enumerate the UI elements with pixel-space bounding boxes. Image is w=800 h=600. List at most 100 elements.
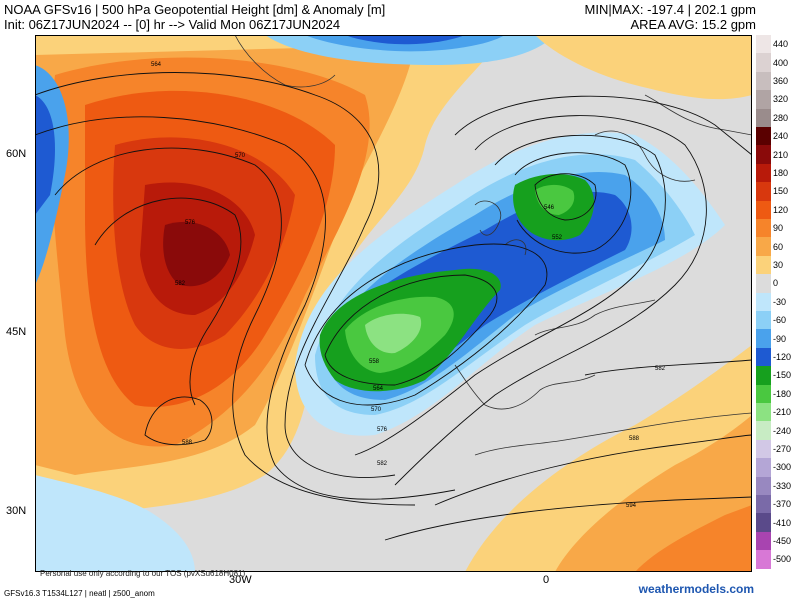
colorbar-label: 440	[773, 39, 789, 50]
lat-label: 45N	[6, 326, 27, 338]
contour-label: 564	[151, 62, 162, 68]
colorbar-swatch	[756, 329, 771, 348]
colorbar-label: -120	[773, 351, 792, 362]
colorbar-entry: -210	[756, 403, 800, 422]
colorbar-swatch	[756, 274, 771, 293]
colorbar-label: 90	[773, 223, 784, 234]
contour-label: 594	[626, 503, 637, 509]
map-canvas: 564 570 576 582 588 546 552 558 564 570 …	[35, 35, 752, 572]
contour-label: 570	[371, 407, 382, 413]
colorbar-label: -30	[773, 296, 787, 307]
colorbar-entry: -300	[756, 458, 800, 477]
colorbar-swatch	[756, 71, 771, 91]
lon-label: 30W	[229, 574, 252, 586]
colorbar-entry: 90	[756, 219, 800, 238]
colorbar-entry: 320	[756, 90, 800, 109]
colorbar-label: -330	[773, 480, 792, 491]
colorbar-entry: -120	[756, 347, 800, 367]
colorbar-label: 180	[773, 167, 789, 178]
colorbar-label: 210	[773, 149, 789, 160]
colorbar-entry: 210	[756, 145, 800, 164]
colorbar-swatch	[756, 531, 771, 551]
colorbar-swatch	[756, 200, 771, 219]
colorbar-label: -450	[773, 535, 792, 546]
colorbar-entry: -30	[756, 292, 800, 311]
min-max-readout: MIN|MAX: -197.4 | 202.1 gpm	[584, 2, 757, 17]
colorbar-label: 320	[773, 94, 789, 105]
contour-label: 588	[629, 436, 640, 442]
colorbar-entry: 400	[756, 53, 800, 72]
colorbar-swatch	[756, 403, 771, 422]
colorbar-swatch	[756, 145, 771, 164]
colorbar-swatch	[756, 127, 771, 146]
contour-label: 552	[552, 235, 563, 241]
colorbar-entry: 180	[756, 163, 800, 183]
colorbar-swatch	[756, 219, 771, 238]
map-title: NOAA GFSv16 | 500 hPa Geopotential Heigh…	[4, 2, 386, 17]
contour-label: 576	[185, 220, 196, 226]
contour-label: 576	[377, 427, 388, 433]
contour-label: 582	[175, 281, 186, 287]
colorbar-entry: -450	[756, 531, 800, 551]
colorbar-entry: -180	[756, 384, 800, 403]
init-valid-time: Init: 06Z17JUN2024 -- [0] hr --> Valid M…	[4, 17, 341, 32]
lon-label: 0	[543, 574, 550, 586]
colorbar-entry: 30	[756, 255, 800, 275]
lat-label: 60N	[6, 148, 27, 160]
colorbar-label: 0	[773, 278, 779, 289]
anomaly-map: 564 570 576 582 588 546 552 558 564 570 …	[35, 35, 752, 572]
colorbar-swatch	[756, 90, 771, 109]
colorbar-entry: 360	[756, 71, 800, 91]
colorbar-label: -180	[773, 388, 792, 399]
model-info: GFSv16.3 T1534L127 | neatl | z500_anom	[4, 589, 155, 598]
colorbar-entry: -60	[756, 311, 800, 330]
brand-link[interactable]: weathermodels.com	[638, 582, 754, 596]
colorbar-swatch	[756, 237, 771, 256]
contour-label: 546	[544, 205, 555, 211]
colorbar-label: -300	[773, 462, 792, 473]
colorbar-label: -240	[773, 425, 792, 436]
colorbar-entry: 60	[756, 237, 800, 256]
colorbar-label: 360	[773, 75, 789, 86]
colorbar-swatch	[756, 311, 771, 330]
colorbar-label: -210	[773, 407, 792, 418]
colorbar-swatch	[756, 163, 771, 183]
colorbar-entry: 240	[756, 127, 800, 146]
colorbar-label: -60	[773, 315, 787, 326]
colorbar-label: 240	[773, 131, 789, 142]
colorbar-swatch	[756, 53, 771, 72]
contour-labels: 564 570 576 582 588 546 552 558 564 570 …	[151, 62, 666, 509]
colorbar-label: 120	[773, 204, 789, 215]
colorbar-label: -270	[773, 443, 792, 454]
colorbar-swatch	[756, 35, 771, 54]
colorbar-label: 150	[773, 186, 789, 197]
colorbar-swatch	[756, 366, 771, 385]
colorbar-entry: -370	[756, 495, 800, 514]
colorbar-swatch	[756, 476, 771, 495]
colorbar-swatch	[756, 384, 771, 403]
colorbar-entry: -240	[756, 421, 800, 440]
colorbar-entry: 0	[756, 274, 800, 293]
contour-label: 570	[235, 153, 246, 159]
colorbar-label: 60	[773, 241, 784, 252]
colorbar-entry: -500	[756, 550, 800, 569]
colorbar-label: 280	[773, 112, 789, 123]
colorbar-label: 30	[773, 259, 784, 270]
colorbar-swatch	[756, 421, 771, 440]
colorbar-label: -500	[773, 554, 792, 565]
colorbar-entry: 440	[756, 35, 800, 54]
colorbar-label: -150	[773, 370, 792, 381]
contour-label: 582	[377, 461, 388, 467]
colorbar-label: -90	[773, 333, 787, 344]
colorbar-swatch	[756, 255, 771, 275]
colorbar-swatch	[756, 439, 771, 459]
colorbar-label: -410	[773, 517, 792, 528]
contour-label: 558	[369, 359, 380, 365]
colorbar-swatch	[756, 513, 771, 532]
colorbar-entry: -410	[756, 513, 800, 532]
colorbar-entry: 150	[756, 182, 800, 201]
contour-label: 588	[182, 440, 193, 446]
contour-label: 564	[373, 386, 384, 392]
colorbar-swatch	[756, 292, 771, 311]
colorbar-label: 400	[773, 57, 789, 68]
